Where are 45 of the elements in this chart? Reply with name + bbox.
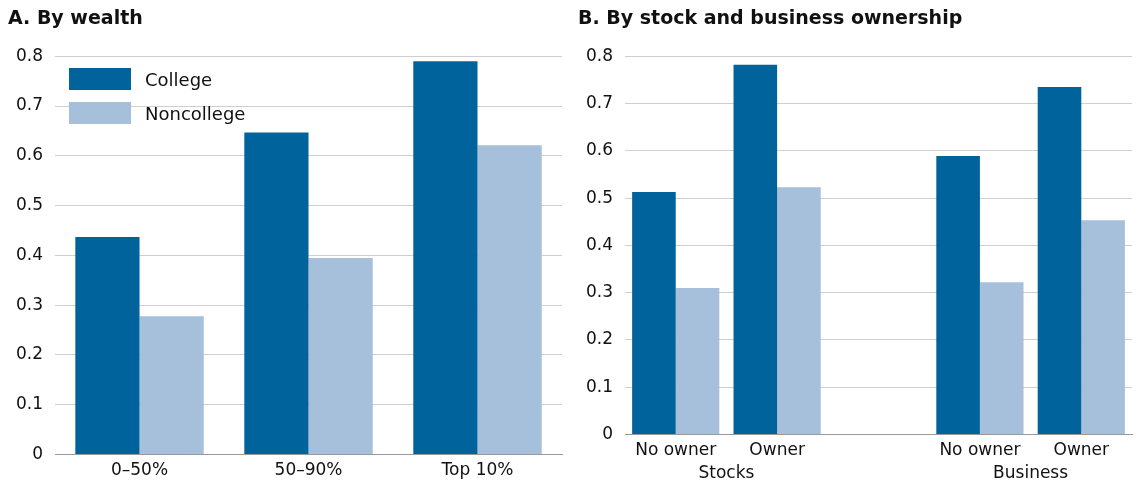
y-tick-label: 0.3: [15, 293, 44, 314]
y-tick-label: 0.8: [585, 44, 614, 65]
bar: [777, 187, 821, 435]
bar: [1081, 220, 1125, 435]
y-tick-label: 0.7: [585, 91, 614, 112]
x-tick-label: Owner: [749, 439, 805, 460]
y-tick-label: 0.1: [585, 375, 614, 396]
y-tick-label: 0.4: [15, 243, 44, 264]
bar: [733, 64, 778, 435]
y-tick-label: 0: [602, 423, 614, 444]
bar: [1037, 86, 1082, 435]
x-tick-label: 50–90%: [274, 459, 343, 480]
y-tick-label: 0.5: [585, 186, 614, 207]
legend-label: Noncollege: [145, 102, 246, 124]
x-tick-label: Top 10%: [440, 459, 514, 480]
bar: [139, 316, 204, 455]
y-tick-label: 0.5: [15, 194, 44, 215]
x-tick-label: Owner: [1053, 439, 1110, 460]
bar: [632, 191, 676, 435]
x-tick-label: 0–50%: [110, 459, 169, 480]
bar: [675, 287, 720, 435]
legend-label: College: [145, 68, 213, 90]
text: Business: [993, 461, 1069, 482]
bar: [979, 282, 1024, 435]
x-tick-label: No owner: [635, 439, 717, 460]
bar: [477, 145, 542, 455]
y-tick-label: 0.1: [15, 393, 44, 414]
bar: [413, 61, 478, 455]
bar: [936, 156, 980, 435]
x-tick-label: No owner: [939, 439, 1021, 460]
y-tick-label: 0: [32, 443, 44, 464]
bar: [244, 132, 309, 455]
y-tick-label: 0.6: [15, 144, 44, 165]
y-tick-label: 0.2: [585, 328, 614, 349]
y-tick-label: 0.2: [15, 343, 44, 364]
chart-title: B. By stock and business ownership: [578, 6, 963, 28]
y-tick-label: 0.7: [15, 94, 44, 115]
y-tick-label: 0.3: [585, 281, 614, 302]
y-tick-label: 0.8: [15, 44, 44, 65]
chart-title: A. By wealth: [8, 6, 143, 28]
y-tick-label: 0.6: [585, 139, 614, 160]
bar: [308, 257, 373, 455]
text: Stocks: [698, 461, 755, 482]
bar: [75, 236, 140, 455]
y-tick-label: 0.4: [585, 233, 614, 254]
